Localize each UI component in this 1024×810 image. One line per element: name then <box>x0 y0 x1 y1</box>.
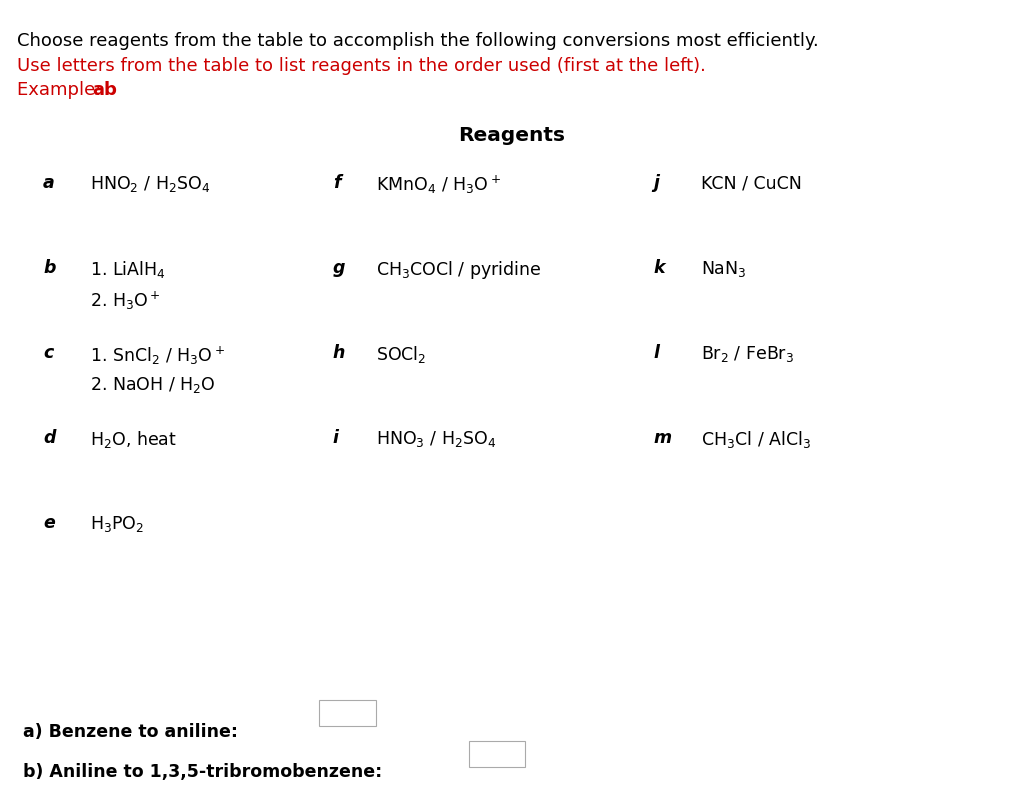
Text: Example:: Example: <box>17 81 108 99</box>
Text: a: a <box>43 174 54 192</box>
FancyBboxPatch shape <box>319 701 376 727</box>
Text: k: k <box>653 259 665 277</box>
Text: b) Aniline to 1,3,5-tribromobenzene:: b) Aniline to 1,3,5-tribromobenzene: <box>23 763 382 781</box>
Text: j: j <box>653 174 659 192</box>
Text: Use letters from the table to list reagents in the order used (first at the left: Use letters from the table to list reage… <box>17 57 707 75</box>
Text: c: c <box>43 344 53 362</box>
Text: i: i <box>333 429 339 447</box>
Text: CH$_3$Cl / AlCl$_3$: CH$_3$Cl / AlCl$_3$ <box>701 429 811 450</box>
Text: NaN$_3$: NaN$_3$ <box>701 259 746 279</box>
Text: Choose reagents from the table to accomplish the following conversions most effi: Choose reagents from the table to accomp… <box>17 32 819 50</box>
Text: ab: ab <box>92 81 117 99</box>
Text: CH$_3$COCl / pyridine: CH$_3$COCl / pyridine <box>376 259 541 281</box>
Text: H$_2$O, heat: H$_2$O, heat <box>90 429 177 450</box>
Text: e: e <box>43 514 54 532</box>
Text: 1. SnCl$_2$ / H$_3$O$^+$: 1. SnCl$_2$ / H$_3$O$^+$ <box>90 344 225 367</box>
FancyBboxPatch shape <box>469 741 525 767</box>
Text: SOCl$_2$: SOCl$_2$ <box>376 344 426 365</box>
Text: m: m <box>653 429 672 447</box>
Text: KCN / CuCN: KCN / CuCN <box>701 174 803 192</box>
Text: f: f <box>333 174 340 192</box>
Text: b: b <box>43 259 55 277</box>
Text: l: l <box>653 344 659 362</box>
Text: d: d <box>43 429 55 447</box>
Text: a) Benzene to aniline:: a) Benzene to aniline: <box>23 723 238 740</box>
Text: 1. LiAlH$_4$: 1. LiAlH$_4$ <box>90 259 166 280</box>
Text: 2. NaOH / H$_2$O: 2. NaOH / H$_2$O <box>90 375 216 395</box>
Text: g: g <box>333 259 345 277</box>
Text: Reagents: Reagents <box>459 126 565 144</box>
Text: HNO$_2$ / H$_2$SO$_4$: HNO$_2$ / H$_2$SO$_4$ <box>90 174 211 194</box>
Text: h: h <box>333 344 345 362</box>
Text: 2. H$_3$O$^+$: 2. H$_3$O$^+$ <box>90 290 161 313</box>
Text: KMnO$_4$ / H$_3$O$^+$: KMnO$_4$ / H$_3$O$^+$ <box>376 174 501 197</box>
Text: Br$_2$ / FeBr$_3$: Br$_2$ / FeBr$_3$ <box>701 344 795 364</box>
Text: HNO$_3$ / H$_2$SO$_4$: HNO$_3$ / H$_2$SO$_4$ <box>376 429 497 450</box>
Text: H$_3$PO$_2$: H$_3$PO$_2$ <box>90 514 144 535</box>
